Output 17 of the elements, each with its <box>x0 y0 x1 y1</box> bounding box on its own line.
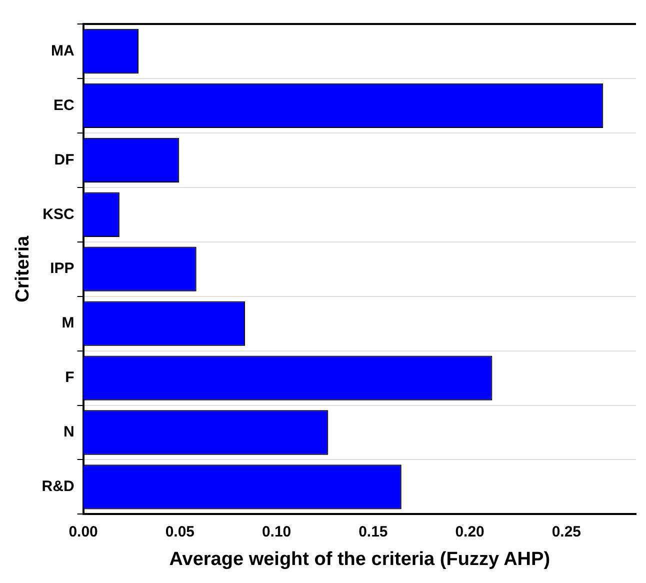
y-tick-label: KSC <box>42 206 74 223</box>
y-tick-label: DF <box>54 151 74 168</box>
y-tick-label: F <box>65 369 74 386</box>
y-tick-label: R&D <box>42 478 74 496</box>
y-tick-label: M <box>62 314 74 332</box>
y-tick-label: MA <box>50 42 74 60</box>
y-tick-label: N <box>63 424 74 441</box>
x-tick-label: 0.10 <box>262 523 292 540</box>
x-tick-label: 0.00 <box>68 523 98 540</box>
x-axis-title: Average weight of the criteria (Fuzzy AHP) <box>169 548 550 570</box>
x-tick-label: 0.05 <box>165 523 195 540</box>
y-tick-label: EC <box>53 96 74 114</box>
x-tick-label: 0.15 <box>358 523 388 540</box>
y-tick-label: IPP <box>50 260 74 278</box>
y-axis-title: Criteria <box>12 235 34 302</box>
x-tick-label: 0.20 <box>455 523 484 540</box>
x-tick-label: 0.25 <box>552 523 582 540</box>
